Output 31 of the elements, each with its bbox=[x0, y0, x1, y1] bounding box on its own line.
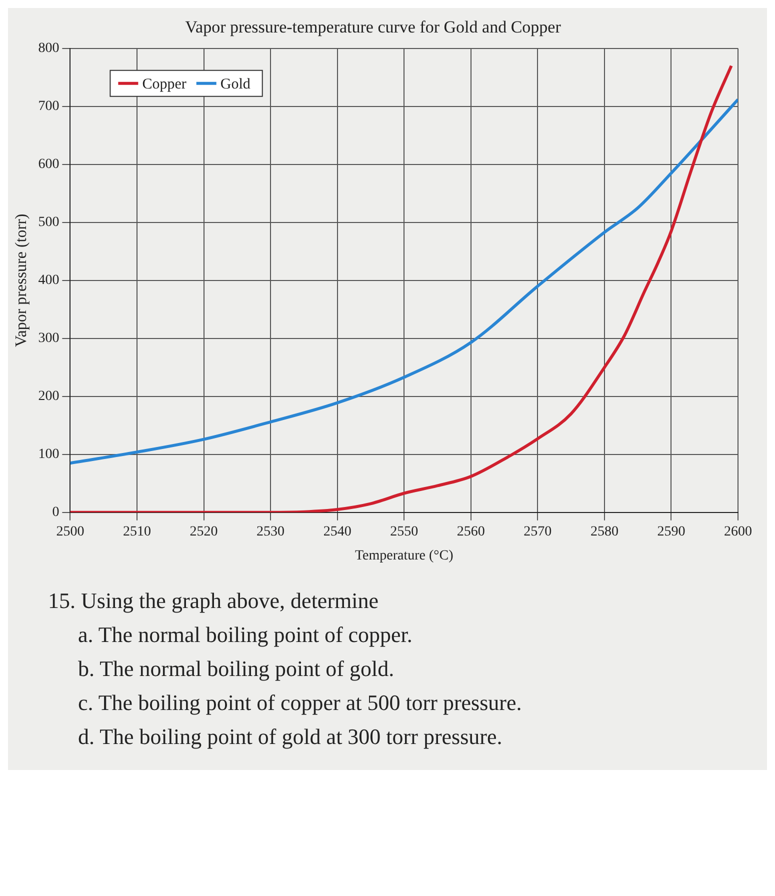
line-series bbox=[70, 64, 733, 512]
y-tick-label: 0 bbox=[52, 505, 60, 520]
y-tick-label: 200 bbox=[38, 389, 60, 404]
x-axis-title: Temperature (°C) bbox=[354, 548, 454, 564]
y-tick-label: 800 bbox=[38, 41, 60, 56]
text: c. The boiling point of copper at 500 torr pressure. bbox=[77, 689, 523, 717]
y-axis-title: Vapor pressure (torr) bbox=[12, 214, 30, 348]
text: 15. Using the graph above, determine bbox=[48, 587, 380, 615]
y-tick-label: 500 bbox=[38, 215, 60, 230]
x-tick-label: 2570 bbox=[524, 524, 552, 540]
y-tick-label: 700 bbox=[38, 99, 60, 114]
chart-title: Vapor pressure-temperature curve for Gold and Copper bbox=[185, 18, 562, 37]
y-tick-label: 300 bbox=[38, 331, 60, 346]
text: d. The boiling point of gold at 300 torr pressure. bbox=[77, 723, 504, 751]
x-tick-label: 2560 bbox=[456, 524, 485, 540]
x-tick-label: 2530 bbox=[256, 524, 285, 540]
x-tick-label: 2600 bbox=[724, 524, 752, 540]
y-tick-label: 100 bbox=[38, 447, 60, 462]
legend-label: Gold bbox=[220, 76, 251, 92]
y-tick-label: 400 bbox=[38, 273, 60, 288]
x-tick-label: 2510 bbox=[122, 524, 151, 540]
x-tick-label: 2520 bbox=[190, 524, 218, 540]
x-tick-label: 2500 bbox=[56, 524, 84, 540]
x-tick-label: 2540 bbox=[323, 524, 352, 540]
x-tick-label: 2550 bbox=[390, 524, 418, 540]
x-tick-label: 2590 bbox=[657, 524, 686, 540]
text: b. The normal boiling point of gold. bbox=[77, 655, 396, 683]
y-tick-label: 600 bbox=[38, 157, 60, 172]
legend-label: Copper bbox=[142, 76, 186, 92]
text: a. The normal boiling point of copper. bbox=[77, 621, 414, 649]
x-tick-label: 2580 bbox=[590, 524, 618, 540]
